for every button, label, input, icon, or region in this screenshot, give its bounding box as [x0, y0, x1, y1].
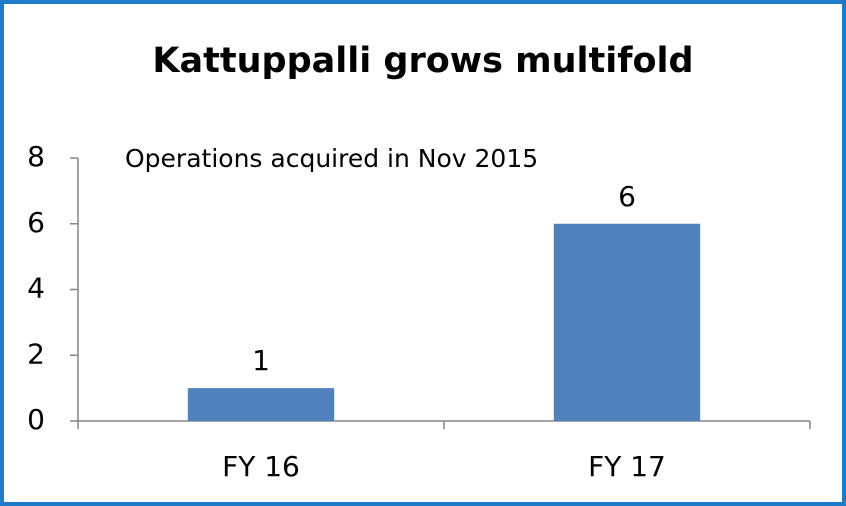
bar — [187, 388, 335, 421]
bar — [553, 223, 701, 421]
y-tick-label: 8 — [27, 140, 45, 173]
chart-title: Kattuppalli grows multifold — [152, 41, 693, 81]
annotation: Operations acquired in Nov 2015 — [125, 144, 538, 173]
y-tick-label: 0 — [27, 403, 45, 436]
x-tick-label: FY 16 — [222, 450, 300, 483]
y-tick-label: 6 — [27, 206, 45, 239]
data-label: 1 — [252, 344, 270, 377]
x-tick-label: FY 17 — [588, 450, 666, 483]
data-label: 6 — [618, 180, 636, 213]
y-tick-label: 2 — [27, 337, 45, 370]
y-tick-label: 4 — [27, 272, 45, 305]
